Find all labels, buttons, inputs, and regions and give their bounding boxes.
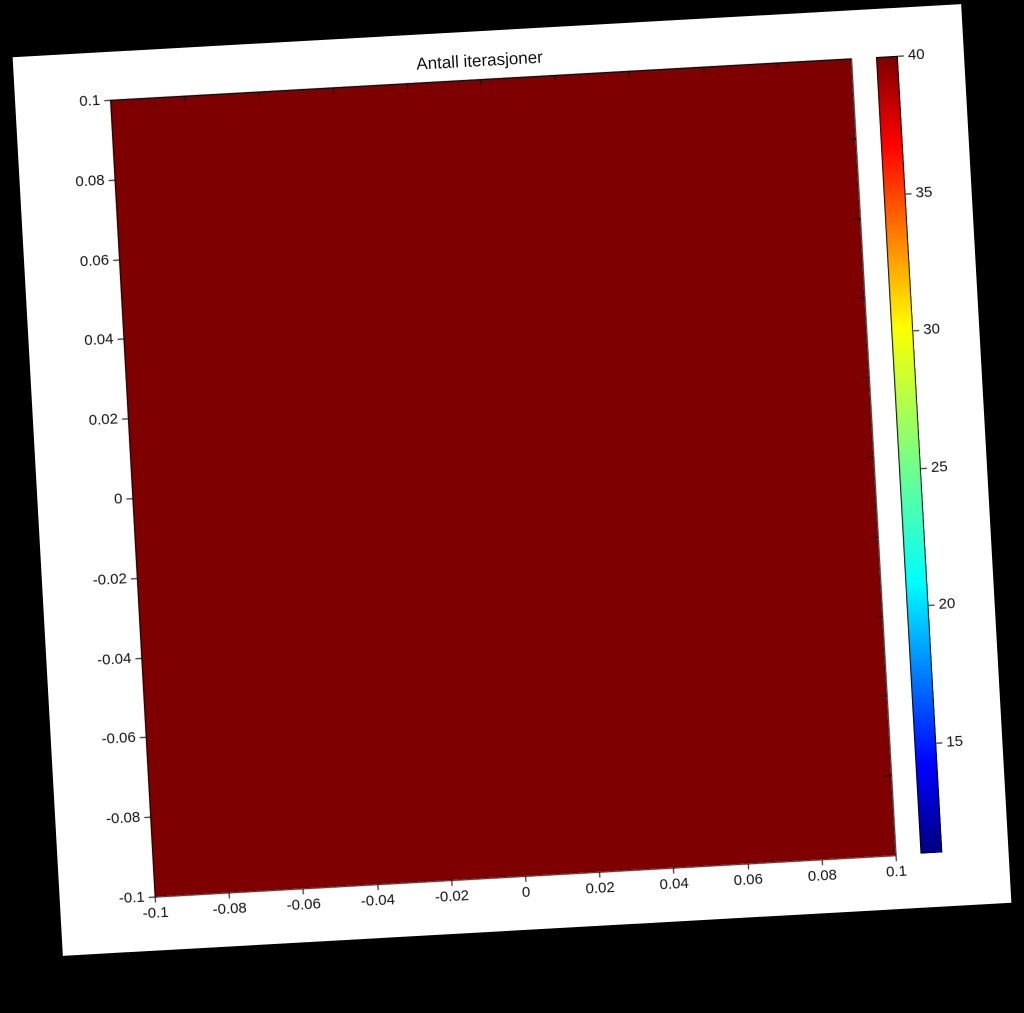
x-tick: -0.04: [360, 891, 395, 910]
axes-overlay: [13, 4, 1012, 956]
y-tick: 0: [114, 490, 123, 507]
x-tick: 0.02: [585, 879, 615, 898]
y-tick: -0.06: [101, 729, 136, 748]
stage: Antall iterasjoner -0.1-0.08-0.06-0.04-0…: [0, 0, 1024, 1013]
y-tick: -0.08: [106, 809, 141, 828]
colorbar-tick: 40: [907, 46, 925, 64]
x-tick: -0.08: [212, 899, 247, 918]
y-tick: -0.1: [118, 889, 145, 907]
colorbar-tick: 35: [915, 183, 933, 201]
figure-card: Antall iterasjoner -0.1-0.08-0.06-0.04-0…: [13, 4, 1012, 956]
x-tick: 0.08: [807, 866, 837, 885]
x-tick: 0.06: [733, 871, 763, 890]
colorbar-tick: 25: [930, 458, 948, 476]
x-tick: 0.1: [886, 863, 908, 881]
x-tick: -0.06: [286, 895, 321, 914]
x-tick: -0.1: [142, 904, 169, 922]
colorbar-tick: 15: [946, 733, 964, 751]
colorbar-tick: 30: [923, 321, 941, 339]
y-tick: 0.08: [75, 172, 105, 191]
y-tick: 0.02: [88, 411, 118, 430]
y-tick: 0.04: [84, 331, 114, 350]
y-tick: -0.04: [97, 650, 132, 669]
colorbar-tick: 20: [938, 595, 956, 613]
y-tick: -0.02: [92, 570, 127, 589]
y-tick: 0.1: [79, 92, 101, 110]
x-tick: 0: [521, 884, 530, 901]
x-tick: 0.04: [659, 875, 689, 894]
x-tick: -0.02: [434, 887, 469, 906]
y-tick: 0.06: [79, 251, 109, 270]
